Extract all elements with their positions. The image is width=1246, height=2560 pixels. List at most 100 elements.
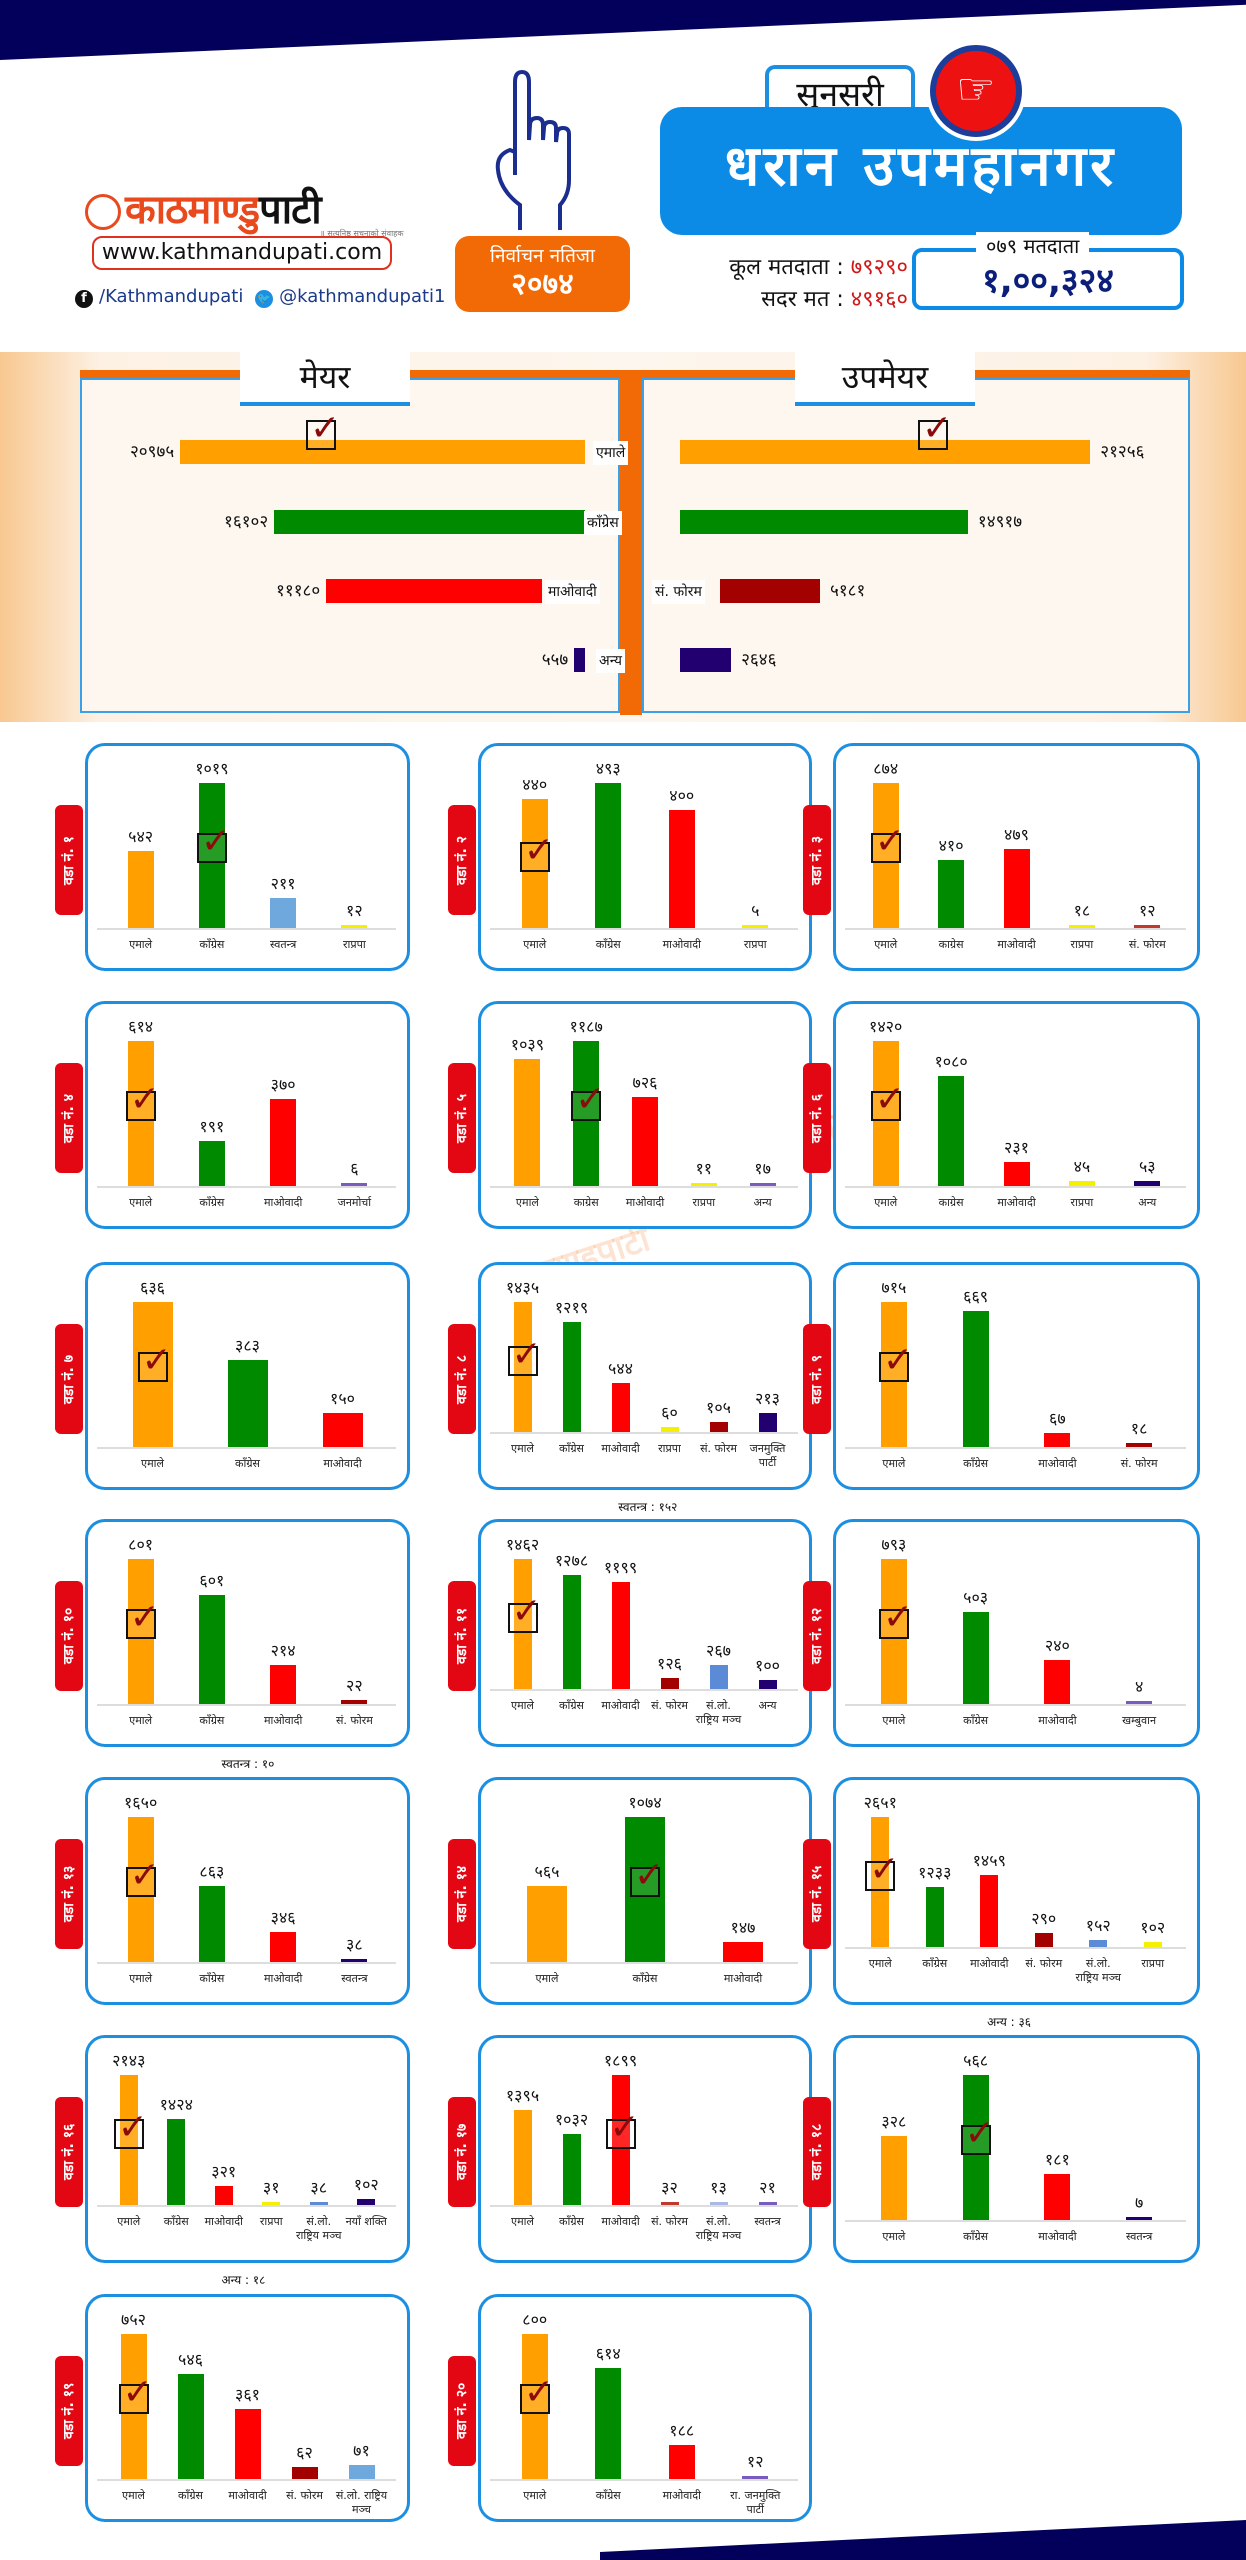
chart-baseline bbox=[490, 1432, 798, 1434]
bar-category-label: एमाले bbox=[874, 1196, 898, 1209]
winner-check-icon bbox=[118, 2372, 153, 2415]
website-link[interactable]: www.kathmandupati.com bbox=[92, 236, 392, 270]
bar-value-label: ५४६ bbox=[178, 2349, 203, 2369]
bar-value-label: ५ bbox=[751, 901, 760, 920]
bar-सं.लो. राष्ट्रिय मञ्च bbox=[309, 2202, 328, 2205]
ward-number-tab: वडा नं. ४ bbox=[55, 1063, 83, 1173]
bar-value-label: ८७४ bbox=[873, 759, 899, 778]
winner-check-icon bbox=[870, 1079, 905, 1122]
bar-category-label: माओवादी bbox=[662, 938, 701, 951]
ward-number-tab: वडा नं. ३ bbox=[803, 805, 831, 915]
bar-category-label: एमाले bbox=[511, 1442, 534, 1455]
bar-category-label: काँग्रेस bbox=[963, 2230, 989, 2243]
winner-check-icon bbox=[519, 2372, 554, 2415]
ward-note: स्वतन्त्र : १० bbox=[221, 1757, 275, 1771]
bar-category-label: काँग्रेस bbox=[199, 1972, 225, 1985]
bar-category-label: एमाले bbox=[141, 1457, 164, 1470]
bar-category-label: नयाँ शक्ति bbox=[345, 2215, 387, 2228]
winner-check-icon bbox=[878, 1340, 913, 1383]
bar-value-label: ५४२ bbox=[128, 826, 154, 846]
bar-माओवादी bbox=[214, 2185, 233, 2205]
bar-category-label: माओवादी bbox=[625, 1196, 665, 1209]
bar-स्वतन्त्र bbox=[341, 1958, 368, 1962]
winner-check-icon bbox=[125, 1597, 160, 1640]
kathmandupati-logo[interactable]: काठमाण्डुपाटी bbox=[85, 180, 322, 235]
bar-value-label: ११ bbox=[695, 1159, 713, 1178]
bar-category-label: सं. फोरम bbox=[1025, 1957, 1063, 1970]
bar-category-label: सं. फोरम bbox=[1128, 938, 1166, 951]
bar-category-label: एमाले bbox=[868, 1957, 892, 1970]
bar-category-label: एमाले bbox=[122, 2489, 145, 2502]
bar-value-label: ६३६ bbox=[140, 1278, 165, 1297]
bar-category-label: स्वतन्त्र bbox=[754, 2215, 781, 2228]
bar-category-label: सं.लो. राष्ट्रिय मञ्च bbox=[335, 2489, 388, 2516]
bar-सं. फोरम bbox=[341, 1700, 368, 1704]
bar-category-label: काँग्रेस bbox=[632, 1972, 658, 1985]
bottom-banner bbox=[600, 2520, 1246, 2560]
bar-category-label: सं. फोरम bbox=[651, 2215, 688, 2228]
winner-check-icon bbox=[878, 1597, 913, 1640]
bar-value-label: ६२ bbox=[296, 2443, 313, 2463]
bar-खम्बुवान bbox=[1126, 1701, 1153, 1704]
party-label: सं. फोरम bbox=[652, 580, 705, 604]
bar-स्वतन्त्र bbox=[1126, 2217, 1153, 2220]
bar-value-label: १०० bbox=[755, 1656, 780, 1676]
ward-card bbox=[85, 2035, 410, 2263]
bar-category-label: माओवादी bbox=[263, 1714, 303, 1727]
chart-baseline bbox=[97, 1186, 396, 1188]
chart-baseline bbox=[490, 1689, 798, 1691]
chart-baseline bbox=[97, 2205, 396, 2207]
bar-value-label: २६७ bbox=[706, 1641, 731, 1661]
bar-value-label: ७५२ bbox=[121, 2310, 146, 2329]
bar-माओवादी bbox=[234, 2409, 261, 2479]
bar-category-label: स्वतन्त्र bbox=[1125, 2230, 1153, 2243]
chart-baseline bbox=[845, 928, 1186, 930]
deputy-bar-3 bbox=[680, 648, 732, 672]
ward-number-tab: वडा नं. ६ bbox=[803, 1063, 831, 1173]
mayor-bar-3 bbox=[574, 648, 585, 672]
voter-stats: कूल मतदाता : ७९२९० सदर मत : ४९१६० bbox=[648, 252, 908, 316]
bar-value-label: १०७४ bbox=[628, 1793, 662, 1812]
bar-माओवादी bbox=[632, 1097, 658, 1186]
bar-category-label: अन्य bbox=[1138, 1196, 1157, 1209]
bar-काँग्रेस bbox=[925, 1886, 944, 1947]
bar-category-label: सं.लो. राष्ट्रिय मञ्च bbox=[695, 1699, 742, 1726]
bar-category-label: एमाले bbox=[515, 1196, 539, 1209]
bar-value-label: १३९५ bbox=[505, 2085, 540, 2105]
voting-finger-icon bbox=[495, 70, 571, 230]
bar-माओवादी bbox=[270, 1098, 297, 1186]
bar-राप्रपा bbox=[660, 1426, 679, 1432]
valid-votes-label: सदर मत : bbox=[761, 287, 844, 312]
mayor-panel bbox=[80, 378, 620, 713]
bar-काँग्रेस bbox=[595, 2367, 622, 2479]
bar-value-label: १८९९ bbox=[603, 2051, 638, 2070]
bar-value-label: ४५ bbox=[1073, 1157, 1091, 1177]
bar-value-label: ८०१ bbox=[128, 1535, 154, 1554]
bar-अन्य bbox=[1134, 1180, 1161, 1186]
twitter-link[interactable]: @kathmandupati1 bbox=[279, 286, 446, 307]
bar-category-label: एमाले bbox=[882, 2230, 906, 2243]
bar-category-label: काँग्रेस bbox=[559, 1699, 584, 1712]
bar-value-label: २९० bbox=[1031, 1908, 1057, 1928]
bar-value-label: ८०० bbox=[522, 2310, 548, 2329]
bar-माओवादी bbox=[611, 1382, 630, 1432]
mayor-votes: १११८० bbox=[276, 581, 321, 601]
ward-number-tab: वडा नं. १६ bbox=[55, 2097, 83, 2207]
bar-category-label: राप्रपा bbox=[1141, 1957, 1165, 1970]
winner-check-icon bbox=[113, 2107, 148, 2149]
ward-number-tab: वडा नं. २० bbox=[448, 2356, 476, 2466]
bar-category-label: सं. फोरम bbox=[700, 1442, 737, 1455]
bar-value-label: १४६२ bbox=[505, 1535, 540, 1554]
ward-note: स्वतन्त्र : १५२ bbox=[618, 1500, 678, 1514]
bar-काँग्रेस bbox=[562, 1321, 581, 1432]
ward-number-tab: वडा नं. १३ bbox=[55, 1839, 83, 1949]
facebook-link[interactable]: /Kathmandupati bbox=[99, 286, 244, 307]
bar-काग्रेस bbox=[938, 1075, 965, 1186]
ward-note: अन्य : १८ bbox=[221, 2273, 266, 2287]
winner-check-icon bbox=[306, 408, 340, 450]
voters-079-value: १,००,३२४ bbox=[982, 261, 1114, 301]
deputy-bar-0 bbox=[680, 440, 1091, 464]
badge-year: २०७४ bbox=[511, 267, 574, 302]
bar-category-label: एमाले bbox=[511, 2215, 534, 2228]
bar-category-label: काग्रेस bbox=[573, 1196, 599, 1209]
